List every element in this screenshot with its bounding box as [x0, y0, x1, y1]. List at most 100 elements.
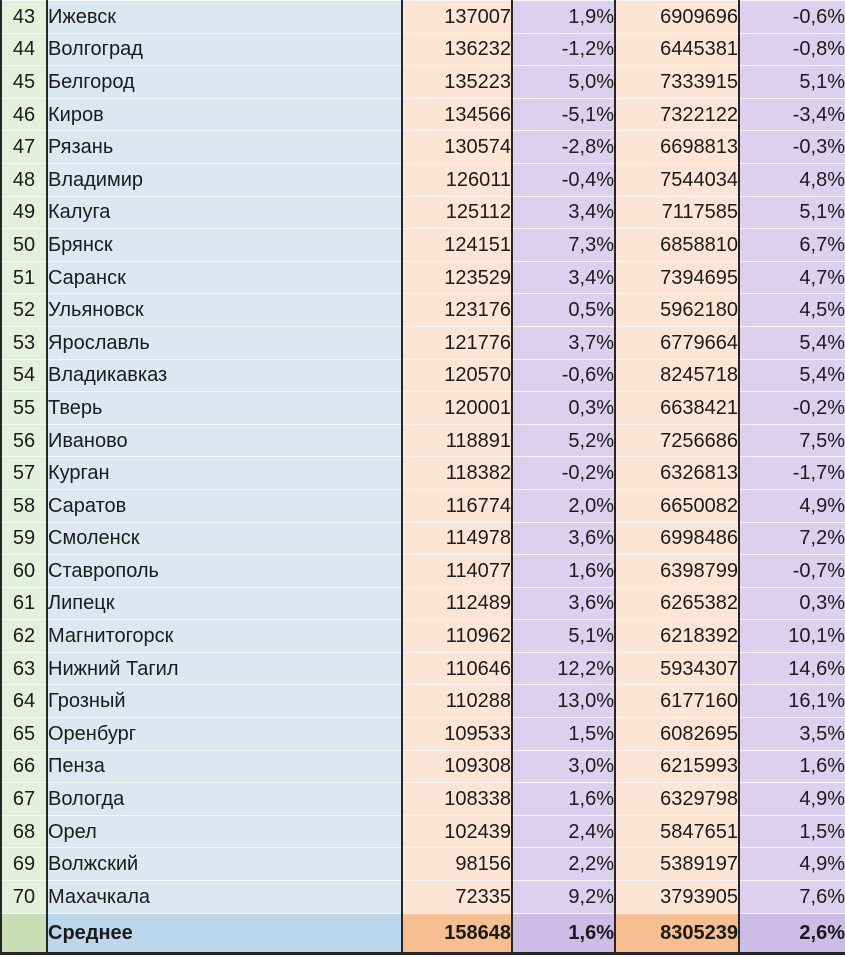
pct2-cell: 6,7% — [739, 228, 845, 262]
city-cell: Вологда — [47, 782, 403, 816]
pct1-cell: -0,4% — [512, 162, 616, 197]
rank-cell: 61 — [0, 586, 48, 620]
value1-cell: 125112 — [402, 195, 513, 229]
value2-cell: 6177160 — [615, 684, 740, 718]
rank-cell: 57 — [0, 456, 48, 490]
rank-cell: 51 — [0, 260, 48, 294]
table-row: 63 Нижний Тагил 110646 12,2% 5934307 14,… — [0, 651, 845, 685]
value1-cell: 120570 — [402, 358, 513, 392]
pct1-cell: 5,2% — [512, 423, 616, 457]
rank-cell: 45 — [0, 65, 48, 99]
city-cell: Саранск — [47, 260, 403, 294]
value2-cell: 6218392 — [615, 619, 740, 653]
city-cell: Курган — [47, 456, 403, 490]
city-cell: Ставрополь — [47, 554, 403, 588]
table-row: 48 Владимир 126011 -0,4% 7544034 4,8% — [0, 162, 845, 197]
table-row: 66 Пенза 109308 3,0% 6215993 1,6% — [0, 749, 845, 783]
value2-cell: 6445381 — [615, 32, 740, 66]
city-cell: Рязань — [47, 130, 403, 164]
pct1-cell: 2,0% — [512, 488, 616, 522]
value2-cell: 6329798 — [615, 782, 740, 816]
value2-cell: 7544034 — [615, 162, 740, 197]
rank-cell: 46 — [0, 97, 48, 131]
rank-cell: 54 — [0, 358, 48, 392]
table-row: 57 Курган 118382 -0,2% 6326813 -1,7% — [0, 456, 845, 490]
pct2-cell: 10,1% — [739, 619, 845, 653]
value2-cell: 7322122 — [615, 97, 740, 131]
city-cell: Ижевск — [47, 0, 403, 34]
city-cell: Махачкала — [47, 880, 403, 914]
table-row: 56 Иваново 118891 5,2% 7256686 7,5% — [0, 423, 845, 457]
city-cell: Киров — [47, 97, 403, 131]
pct2-cell: 4,9% — [739, 488, 845, 522]
pct1-cell: -0,6% — [512, 358, 616, 392]
table-row: 44 Волгоград 136232 -1,2% 6445381 -0,8% — [0, 32, 845, 66]
pct1-cell: 5,1% — [512, 619, 616, 653]
city-cell: Орел — [47, 814, 403, 848]
city-cell: Иваново — [47, 423, 403, 457]
value2-cell: 6215993 — [615, 749, 740, 783]
pct2-cell: 16,1% — [739, 684, 845, 718]
summary-row: Среднее 158648 1,6% 8305239 2,6% — [0, 912, 845, 955]
table-row: 43 Ижевск 137007 1,9% 6909696 -0,6% — [0, 0, 845, 34]
city-cell: Пенза — [47, 749, 403, 783]
value2-cell: 6779664 — [615, 325, 740, 360]
value1-cell: 124151 — [402, 228, 513, 262]
city-cell: Брянск — [47, 228, 403, 262]
rank-cell: 44 — [0, 32, 48, 66]
table-row: 68 Орел 102439 2,4% 5847651 1,5% — [0, 814, 845, 848]
table-row: 50 Брянск 124151 7,3% 6858810 6,7% — [0, 228, 845, 262]
pct2-cell: 4,9% — [739, 782, 845, 816]
table-row: 54 Владикавказ 120570 -0,6% 8245718 5,4% — [0, 358, 845, 392]
pct1-cell: 0,5% — [512, 293, 616, 327]
pct1-cell: 9,2% — [512, 880, 616, 914]
rank-cell: 62 — [0, 619, 48, 653]
pct2-cell: 14,6% — [739, 651, 845, 685]
value2-cell: 6398799 — [615, 554, 740, 588]
table-row: 62 Магнитогорск 110962 5,1% 6218392 10,1… — [0, 619, 845, 653]
city-cell: Липецк — [47, 586, 403, 620]
value1-cell: 110962 — [402, 619, 513, 653]
pct1-cell: 12,2% — [512, 651, 616, 685]
city-cell: Волгоград — [47, 32, 403, 66]
city-cell: Грозный — [47, 684, 403, 718]
table-body: 43 Ижевск 137007 1,9% 6909696 -0,6% 44 В… — [0, 0, 845, 914]
pct2-cell: -0,3% — [739, 130, 845, 164]
rank-cell: 59 — [0, 521, 48, 555]
value1-cell: 120001 — [402, 391, 513, 425]
rank-cell: 65 — [0, 717, 48, 751]
rank-cell: 56 — [0, 423, 48, 457]
city-cell: Саратов — [47, 488, 403, 522]
value2-cell: 8245718 — [615, 358, 740, 392]
rank-cell: 52 — [0, 293, 48, 327]
table-row: 64 Грозный 110288 13,0% 6177160 16,1% — [0, 684, 845, 718]
value1-cell: 123176 — [402, 293, 513, 327]
pct2-cell: 4,9% — [739, 847, 845, 881]
pct1-cell: 1,9% — [512, 0, 616, 34]
value1-cell: 137007 — [402, 0, 513, 34]
pct2-cell: -0,7% — [739, 554, 845, 588]
pct2-cell: 5,4% — [739, 325, 845, 360]
pct1-cell: 1,5% — [512, 717, 616, 751]
value1-cell: 114077 — [402, 554, 513, 588]
value2-cell: 6998486 — [615, 521, 740, 555]
pct1-cell: 2,4% — [512, 814, 616, 848]
summary-pct1-cell: 1,6% — [512, 912, 616, 955]
value1-cell: 72335 — [402, 880, 513, 914]
value1-cell: 136232 — [402, 32, 513, 66]
value2-cell: 3793905 — [615, 880, 740, 914]
value1-cell: 108338 — [402, 782, 513, 816]
table-row: 60 Ставрополь 114077 1,6% 6398799 -0,7% — [0, 554, 845, 588]
rank-cell: 64 — [0, 684, 48, 718]
pct2-cell: 1,5% — [739, 814, 845, 848]
rank-cell: 66 — [0, 749, 48, 783]
rank-cell: 53 — [0, 325, 48, 360]
rank-cell: 49 — [0, 195, 48, 229]
pct2-cell: 7,2% — [739, 521, 845, 555]
rank-cell: 63 — [0, 651, 48, 685]
table-row: 69 Волжский 98156 2,2% 5389197 4,9% — [0, 847, 845, 881]
value1-cell: 112489 — [402, 586, 513, 620]
pct1-cell: 3,4% — [512, 195, 616, 229]
pct1-cell: 1,6% — [512, 782, 616, 816]
pct2-cell: 3,5% — [739, 717, 845, 751]
